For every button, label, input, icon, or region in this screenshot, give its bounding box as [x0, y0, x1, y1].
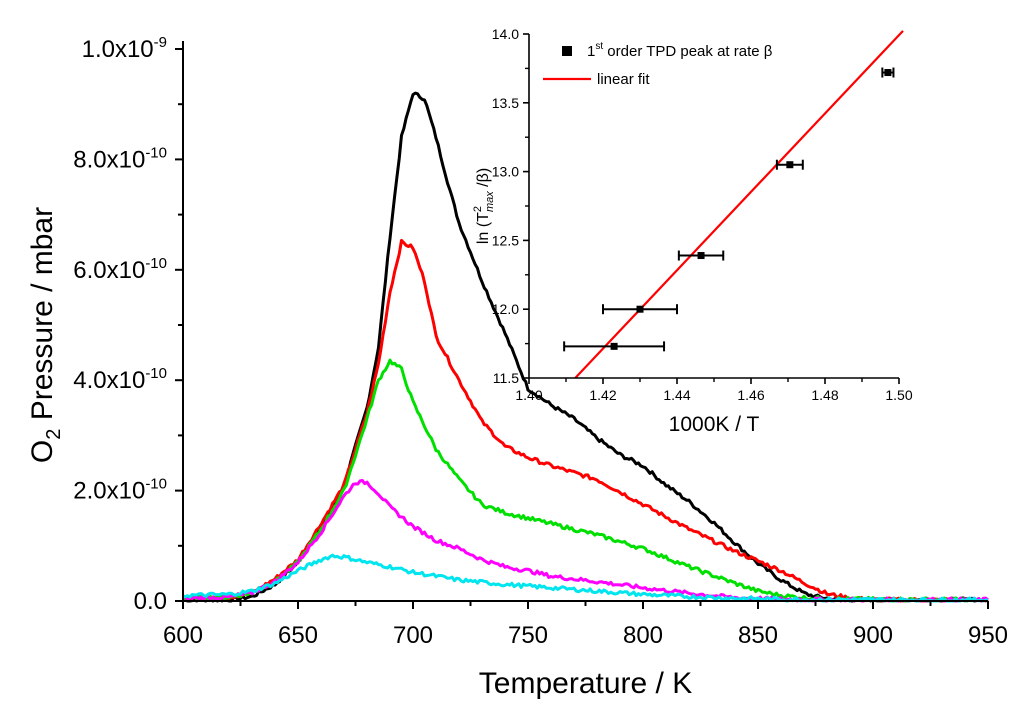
x-tick-label-6: 900	[853, 622, 893, 649]
inset-y-tick-label-5: 14.0	[492, 26, 519, 42]
series-line-1	[181, 238, 989, 603]
inset-y-tick-label-2: 12.5	[492, 232, 519, 248]
data-point-1	[636, 305, 644, 313]
y-tick-label-1: 2.0x10-10	[73, 476, 167, 505]
y-tick-label-0: 0.0	[134, 588, 167, 615]
inset-x-tick-label-0: 1.40	[515, 387, 542, 403]
data-point-0	[610, 342, 618, 350]
y-tick-label-5: 1.0x10-9	[82, 34, 167, 63]
x-tick-label-0: 600	[163, 622, 203, 649]
main-plot: 600 650 700 750 800 850 900 950 0.0 2.0x10-10 4.0x…	[26, 34, 1008, 700]
fit-line	[574, 30, 904, 379]
inset-x-tick-label-1: 1.42	[589, 387, 616, 403]
data-point-4	[884, 69, 892, 77]
y-tick-label-4: 8.0x10-10	[73, 144, 167, 173]
series-line-3	[182, 479, 989, 603]
inset-x-tick-label-3: 1.46	[737, 387, 764, 403]
y-tick-label-2: 4.0x10-10	[73, 365, 167, 394]
inset-x-tick-label-5: 1.50	[885, 387, 912, 403]
y-tick-label-3: 6.0x10-10	[73, 255, 167, 284]
inset-y-tick-label-3: 13.0	[492, 164, 519, 180]
data-point-3	[786, 161, 794, 169]
inset-x-tick-label-4: 1.48	[811, 387, 838, 403]
x-axis-title: Temperature / K	[479, 667, 692, 700]
inset-y-tick-label-4: 13.5	[492, 95, 519, 111]
x-tick-label-3: 750	[508, 622, 548, 649]
series-line-4	[182, 553, 989, 603]
legend-marker-square	[562, 46, 572, 56]
x-tick-label-1: 650	[278, 622, 318, 649]
x-tick-label-4: 800	[623, 622, 663, 649]
inset-legend: 1st order TPD peak at rate β linear fit	[543, 41, 773, 88]
x-tick-label-5: 850	[738, 622, 778, 649]
inset-y-axis-title: ln (T2max /β)	[472, 168, 496, 244]
inset-x-axis-title: 1000K / T	[669, 413, 760, 436]
data-point-2	[697, 252, 705, 260]
inset-y-tick-label-1: 12.0	[492, 301, 519, 317]
legend-label-peak: 1st order TPD peak at rate β	[587, 41, 773, 60]
series-line-2	[182, 358, 989, 603]
x-tick-label-2: 700	[393, 622, 433, 649]
x-tick-label-7: 950	[968, 622, 1008, 649]
inset-y-tick-label-0: 11.5	[493, 370, 519, 386]
legend-label-fit: linear fit	[597, 71, 650, 88]
inset-x-tick-label-2: 1.44	[663, 387, 690, 403]
inset-plot: 1.40 1.42 1.44 1.46 1.48 1.50 11.5 12.0 12.5 13.0…	[472, 26, 913, 436]
y-axis-title: O2 Pressure / mbar	[26, 207, 65, 463]
